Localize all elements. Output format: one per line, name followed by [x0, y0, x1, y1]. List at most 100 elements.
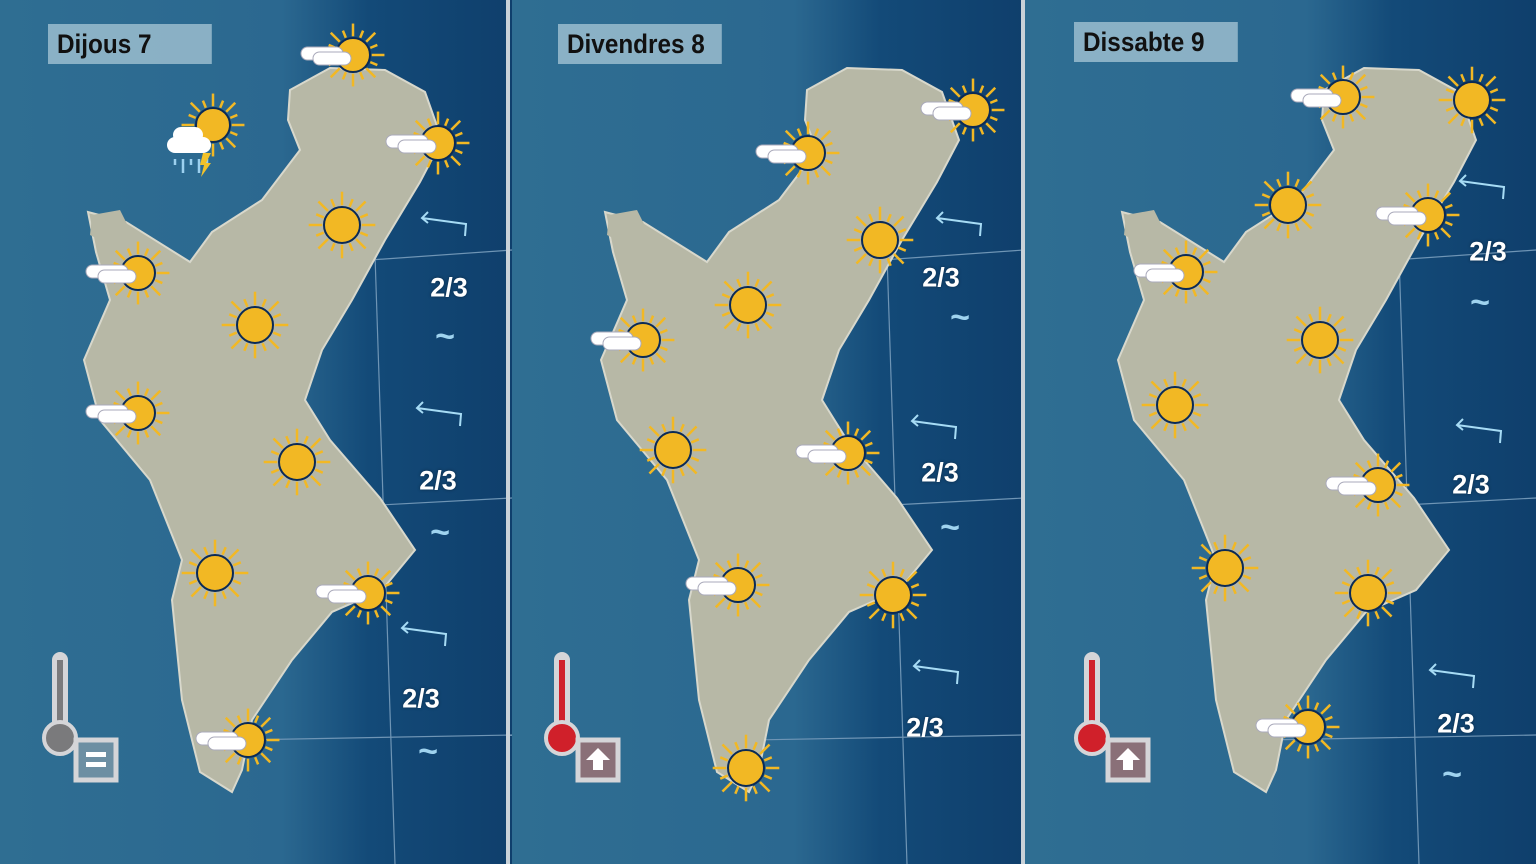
sun-ray — [1174, 247, 1180, 256]
sun-ray — [1447, 113, 1459, 125]
sun-ray — [853, 246, 863, 252]
sun-disc — [278, 443, 316, 481]
sun-ray — [126, 388, 132, 397]
sun-ray — [150, 389, 162, 401]
sun-ray — [866, 583, 876, 589]
equals-icon — [86, 752, 106, 757]
sun-ray — [1355, 73, 1367, 85]
sun-ray — [232, 579, 242, 585]
sun-ray — [1434, 231, 1440, 240]
sun-ray — [1150, 380, 1162, 392]
sun-ray — [1385, 599, 1395, 605]
sun-ray — [450, 155, 462, 167]
sun-ray — [868, 257, 874, 267]
sun-ray — [726, 560, 732, 569]
sun-disc — [236, 306, 274, 344]
sun-ray — [374, 609, 380, 618]
sun-ray — [1374, 566, 1380, 576]
sun-icon — [1286, 306, 1354, 374]
sun-ray — [1293, 346, 1303, 352]
sun-ray — [369, 43, 378, 49]
sun-ray — [854, 469, 860, 478]
sun-ray — [1404, 191, 1416, 203]
sun-ray — [985, 122, 997, 134]
sun-cloud-icon — [590, 308, 675, 372]
sun-ray — [961, 126, 967, 135]
sun-ray — [260, 752, 272, 764]
sun-ray — [1261, 193, 1271, 199]
sun-ray — [714, 597, 726, 609]
sun-disc — [1301, 321, 1339, 359]
sun-ray — [454, 149, 463, 155]
sun-disc — [729, 286, 767, 324]
sun-ray — [1263, 180, 1275, 192]
sun-ray — [1293, 328, 1303, 334]
sun-ray — [219, 141, 225, 150]
sun-ray — [655, 352, 667, 364]
sun-ray — [1326, 357, 1332, 367]
sun-ray — [1192, 411, 1202, 417]
sun-ray — [188, 113, 197, 119]
sun-ray — [814, 169, 820, 178]
sun-ray — [860, 429, 872, 441]
sun-ray — [355, 238, 367, 250]
sun-cloud-icon — [1325, 453, 1410, 517]
sun-ray — [236, 756, 242, 765]
sun-ray — [1381, 568, 1393, 580]
sun-ray — [1295, 353, 1307, 365]
sun-ray — [690, 438, 700, 444]
sun-ray — [726, 601, 732, 610]
sun-ray — [1343, 568, 1355, 580]
cloud-shape — [767, 149, 807, 164]
sun-ray — [646, 456, 656, 462]
sun-ray — [315, 213, 325, 219]
sun-ray — [359, 71, 365, 80]
sun-ray — [315, 231, 325, 237]
sun-ray — [189, 101, 201, 113]
sun-icon — [263, 428, 331, 496]
sun-cloud-icon — [1133, 240, 1218, 304]
sun-icon — [221, 291, 289, 359]
sun-cloud-icon — [315, 561, 400, 625]
sun-ray — [317, 200, 329, 212]
sun-cloud-icon — [1375, 183, 1460, 247]
sun-ray — [796, 128, 802, 137]
sun-disc — [1206, 549, 1244, 587]
sun-ray — [906, 570, 918, 582]
sun-cloud-icon — [685, 553, 770, 617]
sun-ray — [365, 31, 377, 43]
sun-ray — [868, 608, 880, 620]
sun-ray — [866, 601, 876, 607]
sun-ray — [1460, 73, 1466, 83]
sun-ray — [784, 129, 796, 141]
sun-ray — [1188, 418, 1200, 430]
sun-ray — [1381, 606, 1393, 618]
sun-ray — [1276, 222, 1282, 232]
sun-ray — [114, 425, 126, 437]
sun-ray — [1305, 193, 1315, 199]
sun-ray — [270, 468, 280, 474]
sun-ray — [224, 716, 236, 728]
sun-ray — [272, 313, 282, 319]
sun-ray — [721, 781, 733, 793]
sun-ray — [1341, 581, 1351, 587]
sun-ray — [154, 419, 163, 425]
sun-ray — [1192, 288, 1198, 297]
sun-disc — [874, 576, 912, 614]
sun-icon — [1141, 371, 1209, 439]
sun-ray — [659, 328, 668, 334]
sun-ray — [1434, 190, 1440, 199]
sun-ray — [1416, 231, 1422, 240]
sun-ray — [1238, 581, 1250, 593]
sun-ray — [754, 322, 760, 332]
sun-ray — [631, 315, 637, 324]
sun-ray — [897, 228, 907, 234]
sun-ray — [264, 746, 273, 752]
sun-ray — [1354, 497, 1366, 509]
sun-ray — [1192, 247, 1198, 256]
wind-arrow-icon — [1455, 418, 1503, 444]
cloud-shape — [807, 449, 847, 464]
sun-ray — [1343, 606, 1355, 618]
sun-ray — [1192, 393, 1202, 399]
sun-ray — [203, 590, 209, 600]
